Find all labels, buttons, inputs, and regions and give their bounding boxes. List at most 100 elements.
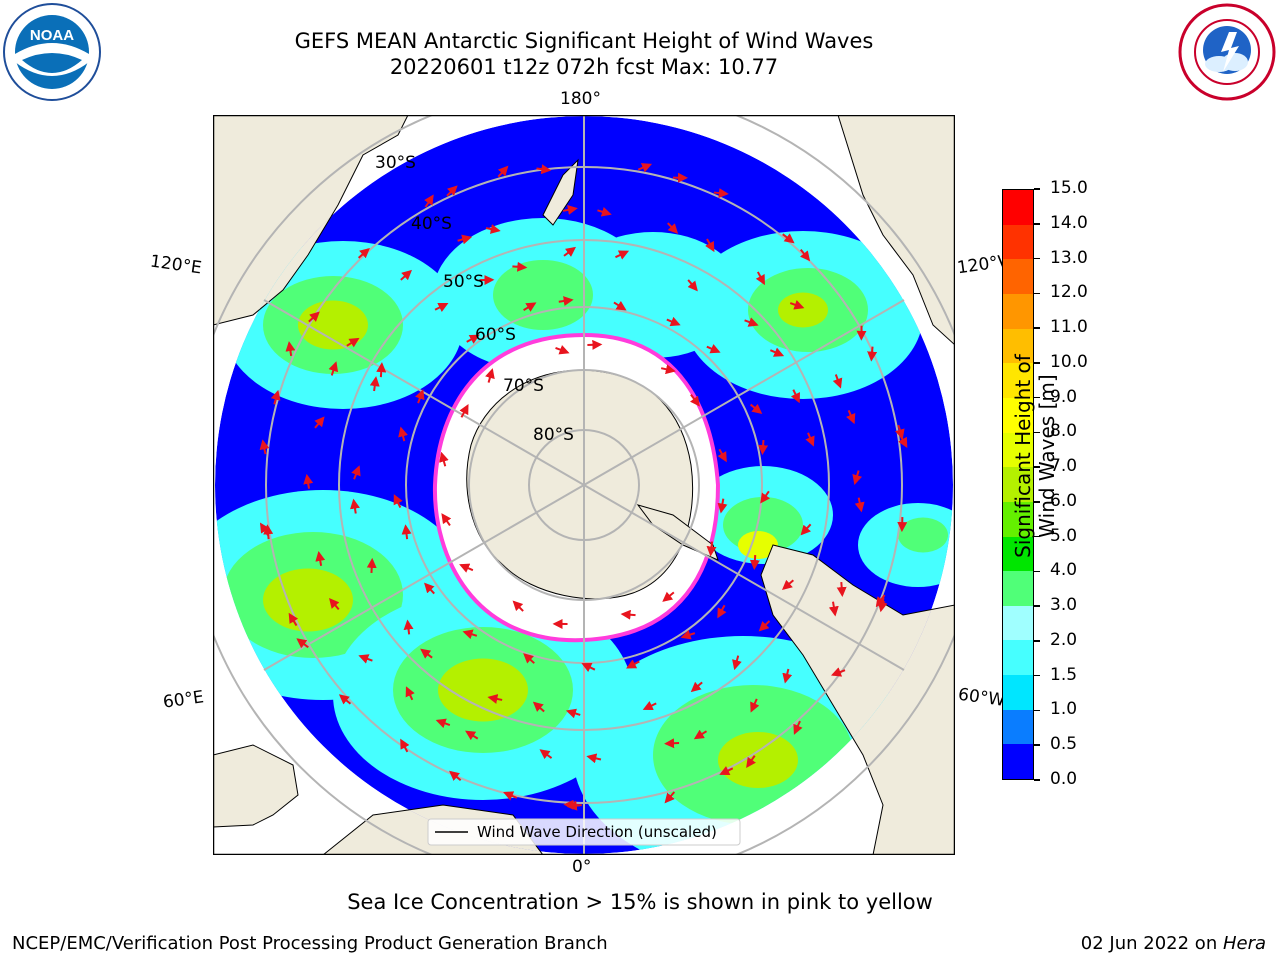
wind-arrow bbox=[315, 551, 326, 566]
lon-label-0: 0° bbox=[572, 857, 592, 877]
wind-arrow bbox=[782, 668, 793, 684]
wave-field bbox=[215, 116, 953, 854]
wind-arrow bbox=[828, 601, 839, 617]
colorbar-swatch bbox=[1003, 675, 1033, 710]
wind-arrow bbox=[512, 600, 524, 612]
wind-arrow bbox=[717, 498, 728, 514]
wind-arrow bbox=[689, 394, 700, 407]
wind-arrow bbox=[732, 655, 742, 671]
wind-arrow bbox=[706, 541, 717, 557]
wind-arrow bbox=[566, 800, 582, 811]
wind-arrow bbox=[523, 302, 537, 312]
colorbar-tick-label: 11.0 bbox=[1050, 317, 1088, 338]
colorbar-tick-mark bbox=[1034, 674, 1040, 677]
wind-arrow bbox=[615, 250, 630, 260]
wind-arrow bbox=[597, 206, 612, 217]
wind-arrow bbox=[769, 347, 785, 357]
wind-arrow bbox=[717, 604, 727, 619]
wind-arrow bbox=[424, 582, 435, 595]
wind-arrow bbox=[836, 582, 847, 598]
colorbar-tick-mark bbox=[1034, 709, 1040, 712]
colorbar-ticks: 0.0 0.5 1.0 1.5 2.0 3.0 4.0 5.0 6.0 7.0 8.0 9.0 10.0… bbox=[1034, 178, 1104, 789]
wind-arrow bbox=[749, 554, 760, 571]
wind-arrow bbox=[350, 498, 360, 514]
new-zealand-land bbox=[542, 158, 579, 226]
wind-arrow bbox=[664, 738, 680, 749]
wind-arrow bbox=[758, 440, 769, 456]
wind-arrow bbox=[405, 686, 415, 701]
map-subtitle: 20220601 t12z 072h fcst Max: 10.77 bbox=[389, 55, 779, 79]
colorbar-swatch bbox=[1003, 432, 1033, 468]
wind-arrow bbox=[288, 612, 299, 627]
wind-arrow bbox=[558, 296, 574, 306]
wind-arrow bbox=[487, 694, 503, 704]
wind-arrow bbox=[512, 261, 528, 272]
colorbar-tick-label: 4.0 bbox=[1050, 560, 1078, 581]
africa-tip-land bbox=[213, 744, 299, 828]
wind-arrow bbox=[800, 523, 812, 536]
wind-arrow bbox=[369, 376, 380, 392]
colorbar-swatches bbox=[1003, 190, 1033, 779]
wind-arrow bbox=[690, 681, 703, 693]
wind-arrow bbox=[642, 701, 657, 711]
date-text: 02 Jun 2022 on bbox=[1080, 933, 1223, 954]
colorbar-tick-mark bbox=[1034, 640, 1040, 642]
wind-arrow bbox=[441, 513, 452, 527]
wind-arrow bbox=[270, 389, 281, 405]
colorbar-tick-label: 0.5 bbox=[1050, 734, 1078, 755]
wind-arrow bbox=[459, 404, 469, 418]
wave-contour bbox=[898, 517, 948, 553]
nws-logo bbox=[1177, 2, 1277, 102]
wave-contour bbox=[263, 568, 353, 632]
colorbar-tick-mark bbox=[1034, 605, 1040, 607]
colorbar-swatch bbox=[1003, 190, 1033, 225]
wind-arrow bbox=[259, 439, 270, 455]
wind-arrow bbox=[357, 247, 370, 259]
wind-arrow bbox=[439, 451, 449, 467]
wind-arrow bbox=[415, 389, 425, 404]
colorbar-tick-label: 6.0 bbox=[1050, 490, 1078, 511]
wind-arrow bbox=[662, 591, 675, 602]
colorbar-swatch bbox=[1003, 536, 1033, 572]
colorbar-swatch bbox=[1003, 294, 1033, 329]
wave-contour bbox=[493, 260, 593, 330]
sea-ice-note: Sea Ice Concentration > 15% is shown in … bbox=[347, 890, 933, 914]
wind-arrow bbox=[457, 234, 473, 245]
colorbar-tick-label: 15.0 bbox=[1050, 178, 1088, 198]
wind-arrow bbox=[393, 494, 403, 509]
lon-label-120e: 120°E bbox=[148, 251, 203, 279]
wind-arrow bbox=[403, 619, 414, 635]
wind-arrow bbox=[424, 194, 434, 208]
colorbar-tick-mark bbox=[1034, 570, 1040, 573]
colorbar-label-text: Significant Height of Wind Waves [m] bbox=[1011, 354, 1059, 558]
wind-arrow bbox=[539, 749, 553, 760]
credit-line: NCEP/EMC/Verification Post Processing Pr… bbox=[12, 933, 608, 954]
colorbar-tick-label: 1.0 bbox=[1050, 699, 1078, 720]
colorbar-tick-mark bbox=[1034, 431, 1040, 434]
colorbar-tick-label: 12.0 bbox=[1050, 282, 1088, 303]
colorbar-tick-label: 13.0 bbox=[1050, 247, 1088, 268]
wind-arrow bbox=[462, 629, 478, 640]
colorbar-tick-mark bbox=[1034, 535, 1040, 538]
wind-arrow bbox=[328, 361, 339, 376]
wind-arrow bbox=[565, 708, 581, 719]
wind-arrow bbox=[366, 557, 377, 573]
wind-arrow bbox=[346, 337, 360, 348]
wind-arrow bbox=[466, 334, 480, 344]
colorbar-tick-mark bbox=[1034, 257, 1040, 260]
colorbar-tick-mark bbox=[1034, 188, 1040, 190]
wind-arrow bbox=[587, 339, 603, 350]
map-legend: Wind Wave Direction (unscaled) bbox=[427, 818, 741, 846]
wind-arrow bbox=[308, 311, 320, 323]
lat-label-80s: 80°S bbox=[533, 425, 574, 445]
wind-arrow bbox=[693, 729, 708, 740]
polar-map: 30°S 40°S 50°S 60°S 70°S 80°S Wind Wave … bbox=[183, 84, 985, 886]
wind-arrow bbox=[782, 233, 795, 244]
wind-arrow bbox=[435, 718, 451, 729]
colorbar-swatch bbox=[1003, 501, 1033, 537]
colorbar-tick-mark bbox=[1034, 779, 1040, 781]
wind-arrow bbox=[303, 473, 314, 489]
lon-label-120w: 120°W bbox=[955, 251, 1009, 279]
wind-arrow bbox=[532, 701, 545, 713]
colorbar-tick-label: 2.0 bbox=[1050, 629, 1078, 650]
